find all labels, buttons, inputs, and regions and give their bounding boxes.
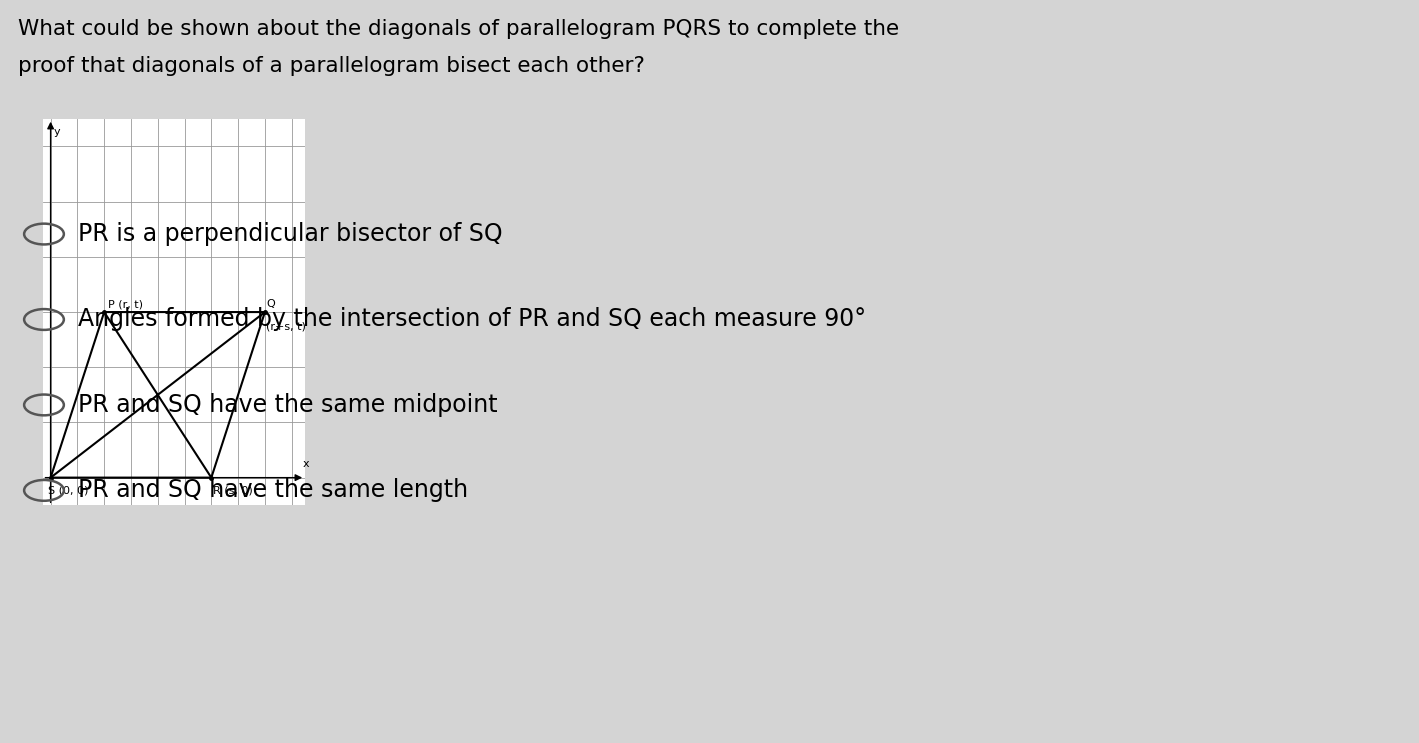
Text: R (s, 0): R (s, 0): [213, 486, 253, 496]
Text: What could be shown about the diagonals of parallelogram PQRS to complete the: What could be shown about the diagonals …: [18, 19, 900, 39]
Text: PR is a perpendicular bisector of SQ: PR is a perpendicular bisector of SQ: [78, 222, 502, 246]
Text: S (0, 0): S (0, 0): [48, 486, 88, 496]
Text: proof that diagonals of a parallelogram bisect each other?: proof that diagonals of a parallelogram …: [18, 56, 646, 76]
Text: (r+s, t): (r+s, t): [267, 322, 307, 331]
Text: P (r, t): P (r, t): [108, 299, 143, 309]
Text: Q: Q: [267, 299, 275, 309]
Text: x: x: [302, 459, 309, 470]
Text: y: y: [54, 127, 60, 137]
Text: Angles formed by the intersection of PR and SQ each measure 90°: Angles formed by the intersection of PR …: [78, 308, 866, 331]
Text: PR and SQ have the same length: PR and SQ have the same length: [78, 478, 468, 502]
Text: PR and SQ have the same midpoint: PR and SQ have the same midpoint: [78, 393, 498, 417]
